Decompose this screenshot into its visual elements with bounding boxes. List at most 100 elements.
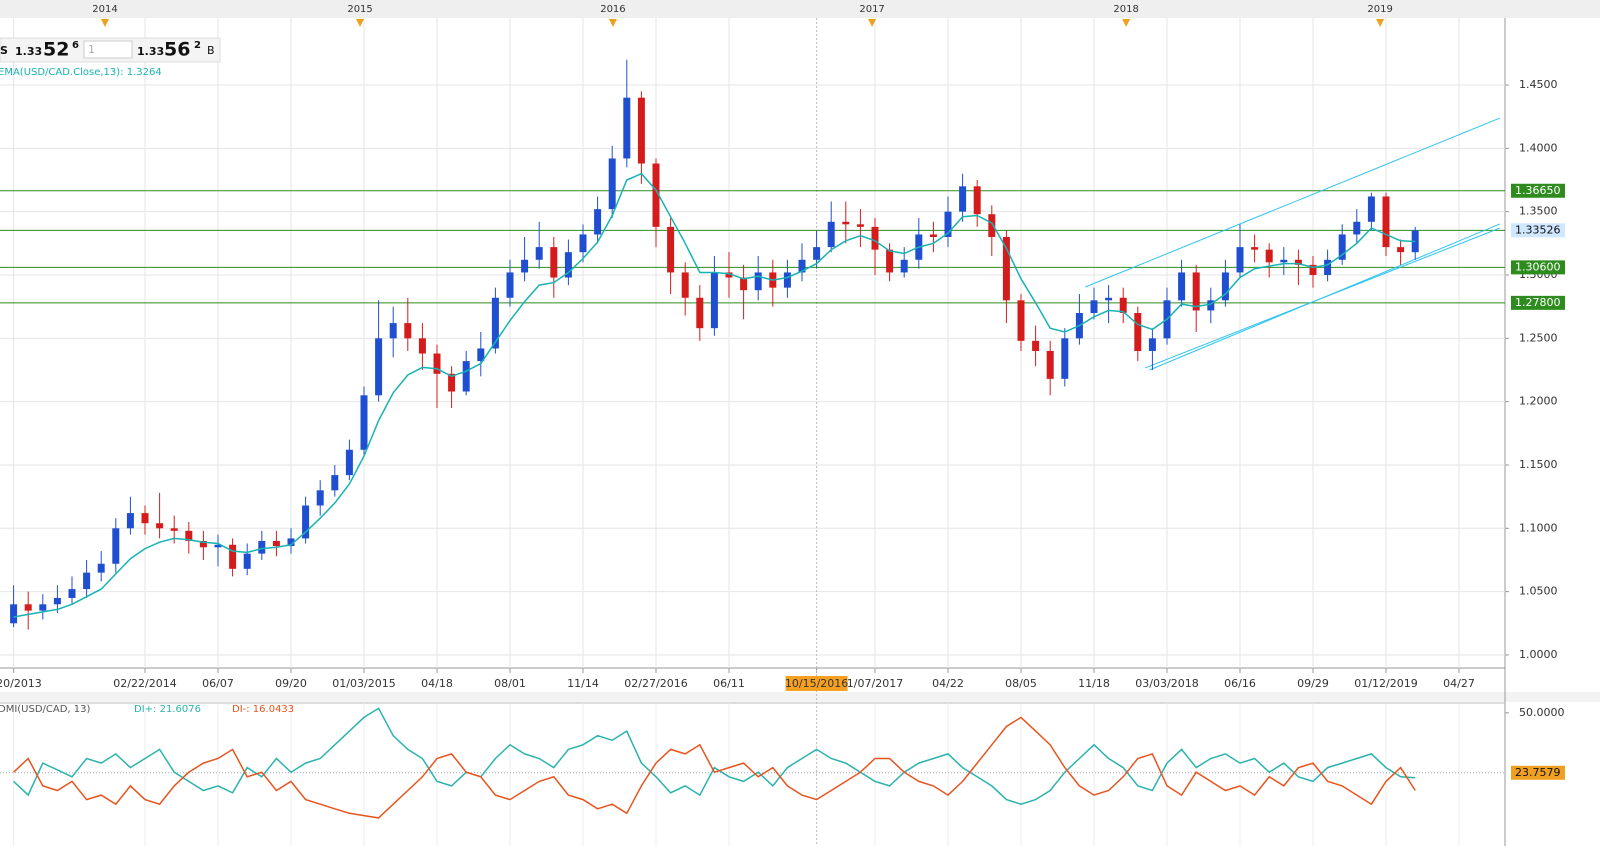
candle-body <box>886 249 894 273</box>
candle-body <box>1178 272 1186 301</box>
last-price-badge <box>1511 223 1565 238</box>
x-tick-label: 09/20 <box>275 677 307 690</box>
candle-body <box>1280 259 1288 263</box>
sell-big[interactable]: 1.33 <box>15 45 42 58</box>
candle-body <box>652 163 660 227</box>
candle-body <box>112 528 120 564</box>
x-tick-label: 1/07/2017 <box>847 677 903 690</box>
candle-body <box>229 544 237 569</box>
candle-body <box>1032 340 1040 351</box>
candle-body <box>345 449 353 476</box>
candle-body <box>477 348 485 362</box>
buy-big[interactable]: 1.33 <box>137 45 164 58</box>
candle-body <box>1017 300 1025 341</box>
candle-body <box>10 604 18 624</box>
candle-body <box>506 272 514 298</box>
trend-line <box>1149 223 1501 371</box>
candle-body <box>988 214 996 237</box>
x-tick-label: 06/11 <box>713 677 745 690</box>
y-tick-label: 50.0000 <box>1519 706 1565 719</box>
candle-body <box>929 234 937 237</box>
buy-fraction[interactable]: 2 <box>194 40 201 51</box>
amount-value[interactable]: 1 <box>88 43 95 56</box>
candle-body <box>126 513 134 529</box>
candle-body <box>1207 300 1215 311</box>
candle-body <box>740 277 748 291</box>
candle-body <box>1134 312 1142 351</box>
candle-body <box>959 186 967 212</box>
sell-label[interactable]: S <box>0 44 8 57</box>
y-tick-label: 1.1500 <box>1519 458 1558 471</box>
candle-body <box>623 97 631 159</box>
candle-body <box>667 226 675 273</box>
candle-body <box>53 597 61 605</box>
y-tick-label: 1.4000 <box>1519 141 1558 154</box>
x-tick-label: 04/22 <box>932 677 964 690</box>
candle-body <box>448 373 456 392</box>
year-strip <box>0 0 1600 18</box>
candle-body <box>754 272 762 291</box>
year-label: 2014 <box>92 4 117 15</box>
candle-body <box>973 186 981 215</box>
candle-body <box>1324 259 1332 275</box>
legend-entry: DI+: 21.6076 <box>134 704 201 715</box>
x-tick-label: 08/01 <box>494 677 526 690</box>
candle-body <box>316 490 324 506</box>
candle-body <box>1002 236 1010 301</box>
candle-body <box>535 247 543 260</box>
ema-line <box>13 172 1416 618</box>
candle-body <box>1265 249 1273 263</box>
cursor-label: 10/15/2016 <box>785 677 848 690</box>
marker-badge <box>1511 765 1565 780</box>
year-label: 2015 <box>347 4 372 15</box>
candle-body <box>272 540 280 547</box>
x-tick-label: 08/05 <box>1005 677 1037 690</box>
candle-body <box>783 272 791 288</box>
x-tick-label: 02/22/2014 <box>113 677 176 690</box>
candle-body <box>141 513 149 524</box>
candle-body <box>1090 300 1098 313</box>
candle-body <box>462 361 470 392</box>
x-tick-label: 09/29 <box>1297 677 1329 690</box>
quote-widget[interactable]: S 1.33 52 6 1 1.33 56 2 B <box>0 37 221 63</box>
candle-body <box>856 224 864 227</box>
x-tick-label: 06/16 <box>1224 677 1256 690</box>
sell-fraction[interactable]: 6 <box>72 40 79 51</box>
y-tick-label: 1.2500 <box>1519 331 1558 344</box>
x-tick-label: 02/27/2016 <box>624 677 687 690</box>
year-marker <box>100 19 109 27</box>
buy-pips[interactable]: 56 <box>164 39 190 61</box>
candle-body <box>813 247 821 260</box>
candle-body <box>710 272 718 329</box>
sell-pips[interactable]: 52 <box>43 39 69 61</box>
candle-body <box>389 323 397 339</box>
amount-input[interactable] <box>83 40 133 59</box>
level-label: 1.27800 <box>1515 296 1561 309</box>
buy-label[interactable]: B <box>207 44 215 57</box>
candle-body <box>842 221 850 225</box>
candle-body <box>1397 247 1405 253</box>
candle-body <box>1061 338 1069 379</box>
candle-body <box>1294 259 1302 265</box>
x-tick-label: 01/12/2019 <box>1354 677 1417 690</box>
candle-body <box>491 297 499 349</box>
year-marker <box>1122 19 1131 27</box>
panel-separator <box>0 692 1600 702</box>
candle-body <box>1367 196 1375 222</box>
marker-label: 23.7579 <box>1515 766 1561 779</box>
x-tick-label: 03/03/2018 <box>1135 677 1198 690</box>
last-price-label: 1.33526 <box>1515 223 1561 236</box>
y-tick-label: 1.4500 <box>1519 78 1558 91</box>
candle-body <box>594 209 602 235</box>
candle-body <box>1046 350 1054 379</box>
candle-body <box>1192 272 1200 311</box>
candle-body <box>302 505 310 539</box>
y-tick-label: 1.2000 <box>1519 395 1558 408</box>
year-marker <box>868 19 877 27</box>
candle-body <box>156 523 164 529</box>
candle-body <box>944 211 952 237</box>
candle-body <box>418 338 426 354</box>
year-label: 2018 <box>1113 4 1138 15</box>
